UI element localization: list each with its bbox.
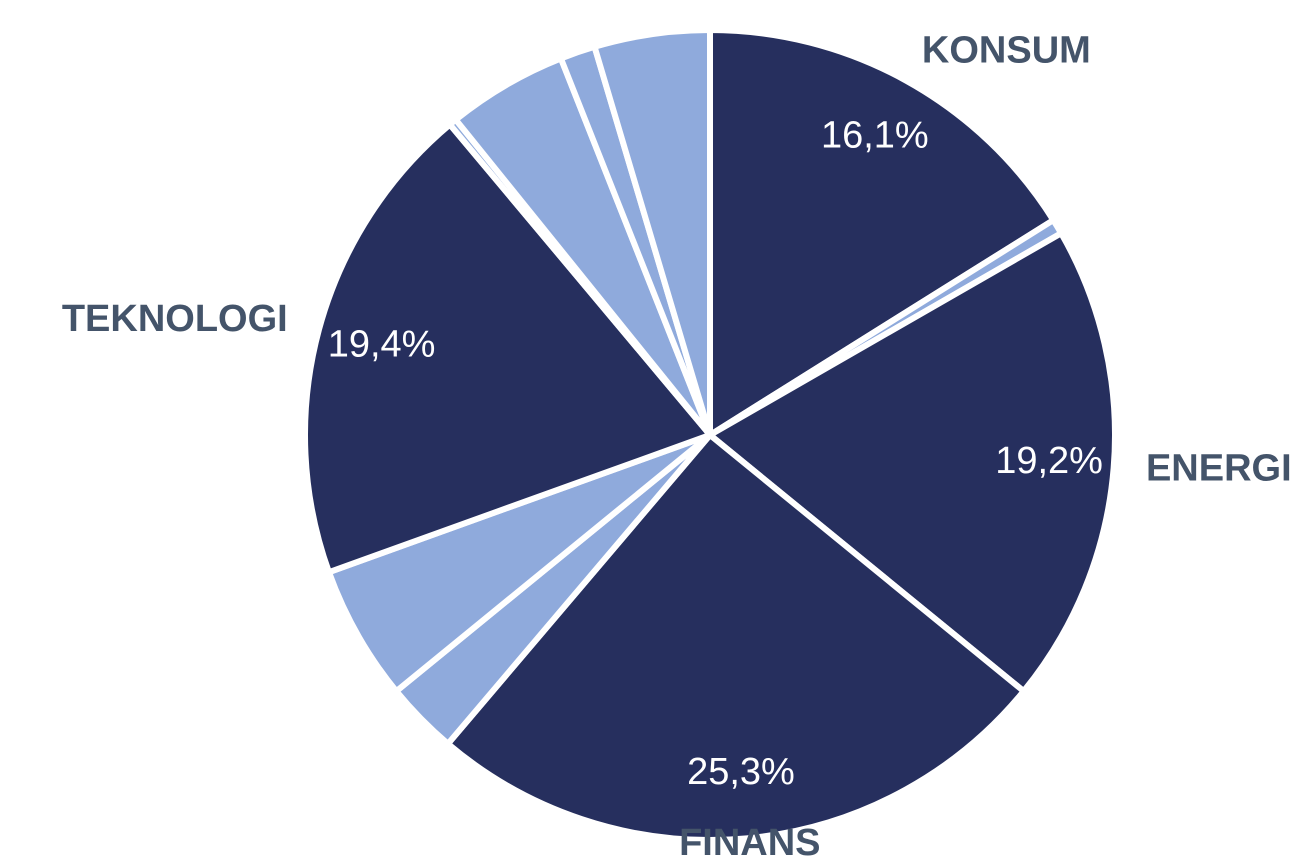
category-label: KONSUM: [922, 29, 1091, 71]
category-label: FINANS: [679, 822, 820, 863]
pie-slice: [302, 121, 713, 576]
category-label: ENERGI: [1146, 448, 1292, 490]
value-label: 19,4%: [328, 323, 436, 365]
pie-slice: [707, 230, 1118, 695]
pie-slice: [591, 27, 713, 438]
pie-slice: [444, 432, 1027, 843]
value-label: 19,2%: [995, 440, 1103, 482]
value-label: 25,3%: [687, 751, 795, 793]
pie-slice: [707, 27, 1057, 438]
category-label: TEKNOLOGI: [62, 298, 288, 340]
value-label: 16,1%: [821, 114, 929, 156]
